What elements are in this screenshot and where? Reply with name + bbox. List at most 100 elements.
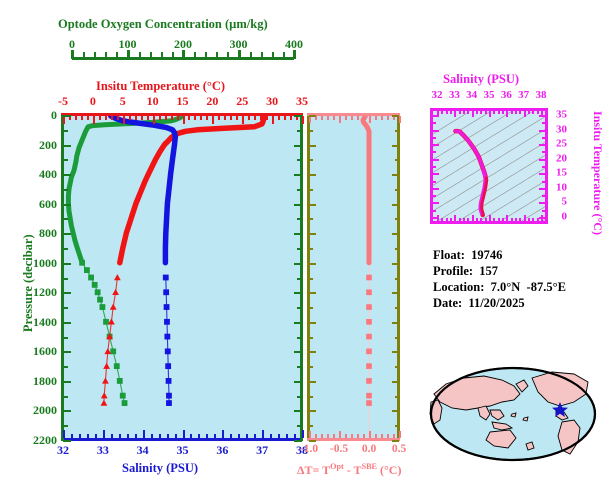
salinity-major-tick: [302, 430, 304, 438]
landmass-2: [477, 405, 491, 421]
temperature-minor-tick: [254, 116, 257, 120]
ts-tick-right: [539, 129, 545, 132]
profile-curves: [65, 113, 267, 406]
delta-t-tick-label: 0.0: [361, 443, 377, 455]
oxygen-tick-label: 400: [285, 37, 303, 51]
pressure-major-tick-left: [63, 292, 71, 295]
ts-diagram-y-title: Insitu Temperature (°C): [591, 111, 605, 235]
temperature-minor-tick: [170, 116, 173, 120]
salinity-minor-tick: [270, 434, 273, 438]
pressure-minor-tick-right: [297, 366, 302, 369]
delta-t-pressure-tick-left: [309, 233, 316, 236]
salinity-minor-tick: [246, 434, 249, 438]
oxygen-minor-tick: [205, 52, 208, 57]
delta-t-major-tick-bottom: [399, 431, 401, 438]
delta-t-pressure-tick-left: [309, 203, 316, 206]
pressure-major-tick-left: [63, 203, 71, 206]
oxygen-minor-tick: [260, 52, 263, 57]
main-top-axis-temperature: [61, 113, 303, 116]
salinity-minor-tick: [78, 434, 81, 438]
pressure-major-tick-right: [294, 351, 302, 354]
temperature-minor-tick: [248, 116, 251, 120]
salinity-minor-tick: [254, 434, 257, 438]
pressure-major-tick-left: [63, 233, 71, 236]
temperature-minor-tick: [260, 116, 263, 120]
temperature-major-tick: [92, 116, 95, 124]
delta-t-major-tick-bottom: [369, 431, 371, 438]
delta-t-pressure-tick-left: [309, 115, 316, 117]
float-metadata-block: Float: 19746 Profile: 157 Location: 7.0°…: [433, 247, 566, 311]
ts-diagram-frame: [430, 108, 548, 224]
delta-t-title-suffix: (°C): [376, 463, 402, 477]
pressure-minor-tick-left: [63, 366, 68, 369]
delta-t-minor-tick-top: [363, 116, 365, 120]
salinity-minor-tick: [174, 434, 177, 438]
pressure-major-tick-left: [63, 262, 71, 265]
oxygen-minor-tick: [216, 52, 219, 57]
pressure-tick-label: 1200: [33, 285, 57, 300]
temperature-minor-tick: [218, 116, 221, 120]
ts-y-tick-label: 30: [556, 123, 567, 136]
ts-tick-right: [539, 217, 545, 219]
temperature-minor-tick: [200, 116, 203, 120]
ts-tick-left: [433, 173, 439, 176]
temperature-minor-tick: [236, 116, 239, 120]
temperature-minor-tick: [188, 116, 191, 120]
oxygen-minor-tick: [116, 52, 119, 57]
ts-x-tick-label: 34: [466, 89, 478, 101]
ts-tick-bottom: [497, 218, 500, 221]
pressure-tick-label: 0: [51, 108, 57, 122]
pressure-major-tick-left: [63, 380, 71, 383]
temperature-minor-tick: [140, 116, 143, 120]
pressure-minor-tick-right: [297, 159, 302, 162]
delta-t-pressure-tick-right: [392, 351, 399, 354]
delta-t-major-tick-bottom: [339, 431, 341, 438]
oxygen-minor-tick: [282, 52, 285, 57]
main-profile-plot-area: [63, 113, 302, 440]
pressure-major-tick-left: [63, 115, 71, 117]
ts-tick-left: [433, 166, 436, 168]
delta-t-pressure-tick-right: [392, 144, 399, 147]
pressure-tick-label: 2200: [33, 433, 57, 447]
delta-t-pressure-tick-right: [395, 129, 399, 132]
delta-t-minor-tick-bottom: [333, 434, 335, 438]
delta-t-minor-tick-top: [393, 116, 395, 120]
ts-tick-top: [489, 111, 491, 117]
delta-t-minor-tick-bottom: [357, 434, 359, 438]
salinity-minor-tick: [278, 434, 281, 438]
temperature-minor-tick: [68, 116, 71, 120]
delta-t-pressure-tick-left: [309, 174, 316, 177]
pressure-major-tick-left: [63, 144, 71, 147]
salinity-minor-tick: [158, 434, 161, 438]
ts-tick-left: [433, 115, 439, 117]
ts-tick-left: [433, 158, 439, 161]
pressure-tick-label: 400: [39, 167, 57, 182]
delta-t-title-mid: - T: [343, 463, 362, 477]
temperature-minor-tick: [98, 116, 101, 120]
temperature-major-tick: [152, 116, 155, 124]
oxygen-minor-tick: [105, 52, 108, 57]
landmass-9: [557, 419, 581, 455]
delta-t-pressure-tick-right: [395, 188, 399, 191]
ts-tick-top: [502, 111, 504, 114]
ts-tick-top: [484, 111, 487, 114]
ts-tick-bottom: [441, 218, 444, 221]
salinity-minor-tick: [118, 434, 121, 438]
delta-t-pressure-tick-left: [309, 262, 316, 265]
delta-t-minor-tick-bottom: [351, 434, 353, 438]
ts-tick-left: [433, 217, 439, 219]
ts-tick-bottom: [489, 215, 491, 221]
pressure-tick-label: 600: [39, 196, 57, 211]
ts-tick-right: [542, 195, 545, 198]
temperature-minor-tick: [206, 116, 209, 120]
delta-t-pressure-tick-left: [309, 425, 313, 428]
delta-t-major-tick-top: [339, 116, 341, 123]
pressure-minor-tick-left: [63, 395, 68, 398]
delta-t-pressure-tick-right: [392, 203, 399, 206]
meta-location: Location: 7.0°N -87.5°E: [433, 280, 566, 294]
ts-tick-right: [542, 209, 545, 212]
delta-t-bottom-axis: [307, 438, 400, 441]
ts-tick-bottom: [523, 215, 526, 221]
delta-t-pressure-tick-right: [395, 277, 399, 280]
temperature-minor-tick: [290, 116, 293, 120]
